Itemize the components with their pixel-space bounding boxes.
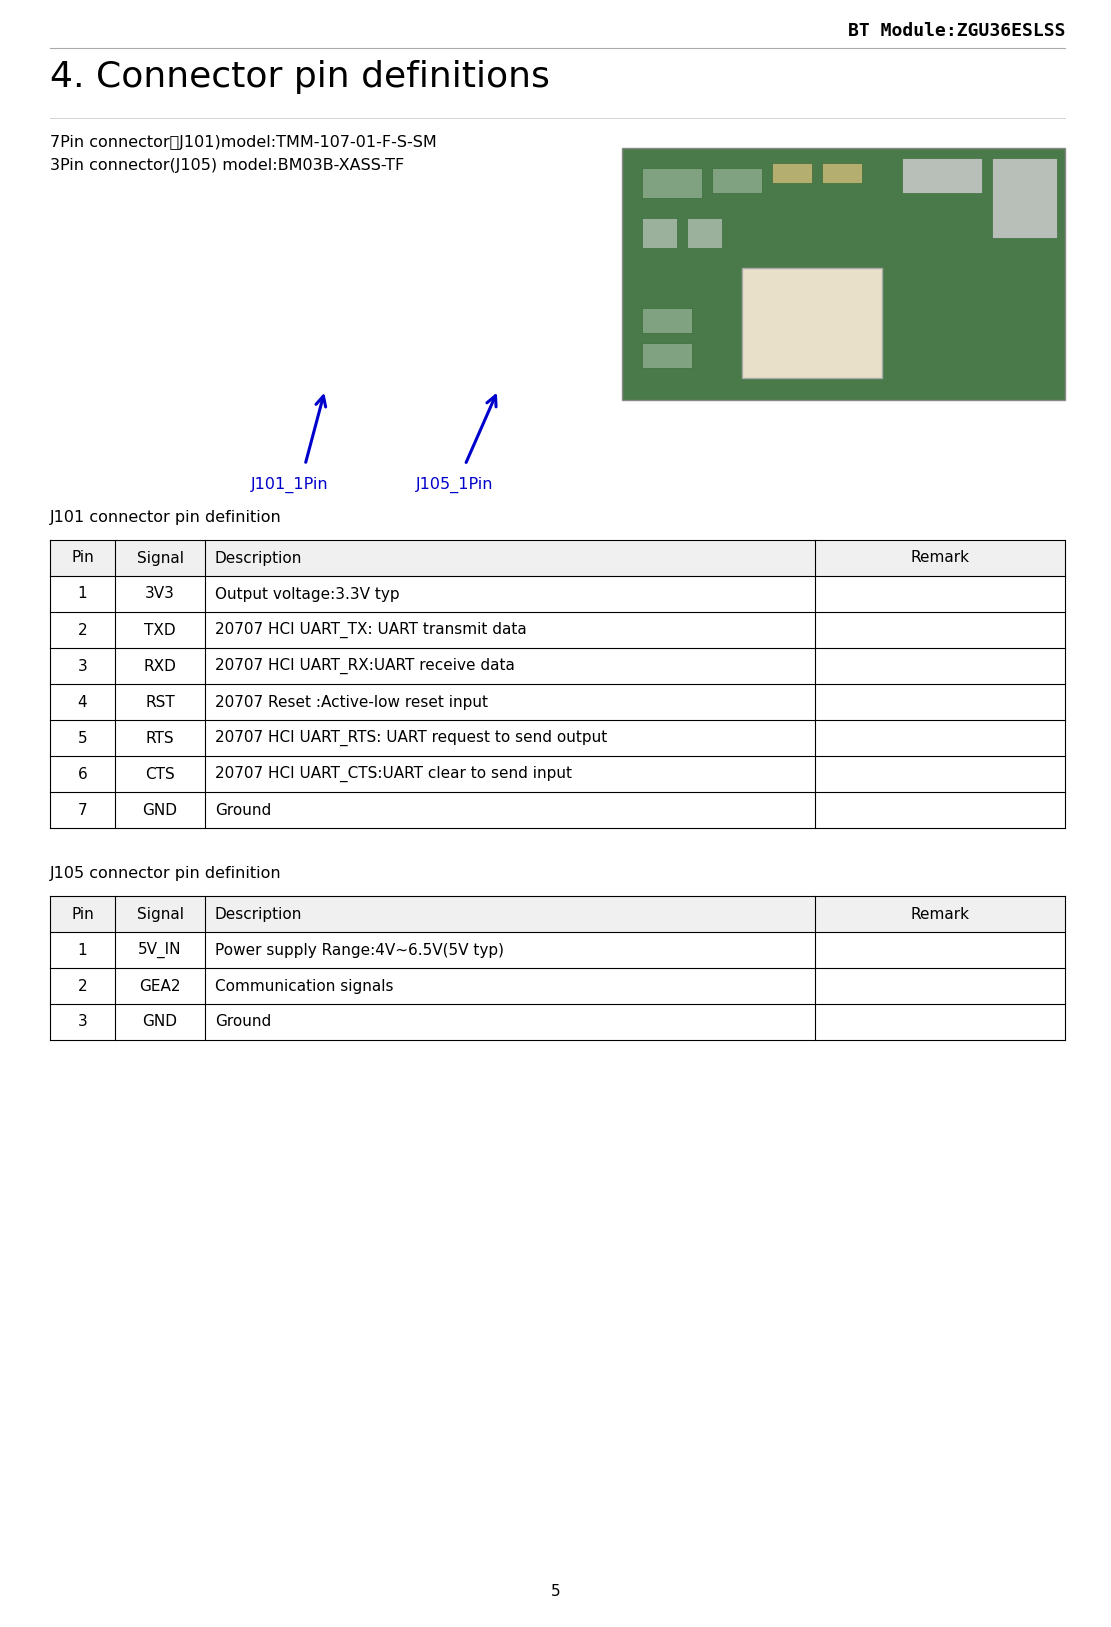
Text: GND: GND xyxy=(142,1015,178,1030)
Bar xyxy=(622,148,1065,400)
Text: Description: Description xyxy=(216,550,302,566)
Text: 1: 1 xyxy=(78,942,88,958)
Text: Remark: Remark xyxy=(911,906,970,921)
Text: 3V3: 3V3 xyxy=(146,586,174,602)
Text: J105_1Pin: J105_1Pin xyxy=(417,477,493,493)
Text: 3: 3 xyxy=(78,659,88,674)
Text: RTS: RTS xyxy=(146,731,174,745)
Bar xyxy=(902,158,982,194)
Text: 20707 HCI UART_RX:UART receive data: 20707 HCI UART_RX:UART receive data xyxy=(216,657,514,674)
Text: Description: Description xyxy=(216,906,302,921)
Text: 5V_IN: 5V_IN xyxy=(138,942,182,958)
Text: 3: 3 xyxy=(78,1015,88,1030)
Text: 20707 HCI UART_CTS:UART clear to send input: 20707 HCI UART_CTS:UART clear to send in… xyxy=(216,766,572,783)
Text: 1: 1 xyxy=(78,586,88,602)
Bar xyxy=(642,168,702,198)
Text: Signal: Signal xyxy=(137,550,183,566)
Text: TXD: TXD xyxy=(144,623,176,638)
Text: RXD: RXD xyxy=(143,659,177,674)
Bar xyxy=(772,163,812,182)
Bar xyxy=(642,308,692,334)
Text: Output voltage:3.3V typ: Output voltage:3.3V typ xyxy=(216,586,400,602)
Text: 5: 5 xyxy=(551,1585,560,1599)
Text: 4: 4 xyxy=(78,695,88,709)
Text: Pin: Pin xyxy=(71,906,93,921)
Text: Remark: Remark xyxy=(911,550,970,566)
Bar xyxy=(742,268,882,377)
Bar xyxy=(687,218,722,247)
Text: 6: 6 xyxy=(78,766,88,781)
Bar xyxy=(50,896,1065,932)
Bar xyxy=(712,168,762,194)
Text: Ground: Ground xyxy=(216,1015,271,1030)
Text: 4. Connector pin definitions: 4. Connector pin definitions xyxy=(50,60,550,94)
Text: RST: RST xyxy=(146,695,174,709)
Text: 2: 2 xyxy=(78,623,88,638)
Text: Signal: Signal xyxy=(137,906,183,921)
Text: 5: 5 xyxy=(78,731,88,745)
Text: BT Module:ZGU36ESLSS: BT Module:ZGU36ESLSS xyxy=(848,23,1065,41)
Bar xyxy=(642,343,692,368)
Bar xyxy=(822,163,862,182)
Bar xyxy=(642,218,677,247)
Text: Power supply Range:4V~6.5V(5V typ): Power supply Range:4V~6.5V(5V typ) xyxy=(216,942,504,958)
Text: 20707 HCI UART_RTS: UART request to send output: 20707 HCI UART_RTS: UART request to send… xyxy=(216,731,608,747)
Text: 3Pin connector(J105) model:BM03B-XASS-TF: 3Pin connector(J105) model:BM03B-XASS-TF xyxy=(50,158,404,172)
Text: J101_1Pin: J101_1Pin xyxy=(251,477,329,493)
Text: J101 connector pin definition: J101 connector pin definition xyxy=(50,509,282,526)
Text: GND: GND xyxy=(142,802,178,817)
Text: 2: 2 xyxy=(78,978,88,994)
Text: Ground: Ground xyxy=(216,802,271,817)
Text: 7: 7 xyxy=(78,802,88,817)
Text: 20707 Reset :Active-low reset input: 20707 Reset :Active-low reset input xyxy=(216,695,488,709)
Text: J105 connector pin definition: J105 connector pin definition xyxy=(50,866,281,880)
Text: Pin: Pin xyxy=(71,550,93,566)
Text: 7Pin connector（J101)model:TMM-107-01-F-S-SM: 7Pin connector（J101)model:TMM-107-01-F-S… xyxy=(50,135,437,150)
Text: GEA2: GEA2 xyxy=(139,978,181,994)
Bar xyxy=(992,158,1057,238)
Text: 20707 HCI UART_TX: UART transmit data: 20707 HCI UART_TX: UART transmit data xyxy=(216,622,527,638)
Bar xyxy=(50,540,1065,576)
Text: CTS: CTS xyxy=(146,766,174,781)
Text: Communication signals: Communication signals xyxy=(216,978,393,994)
